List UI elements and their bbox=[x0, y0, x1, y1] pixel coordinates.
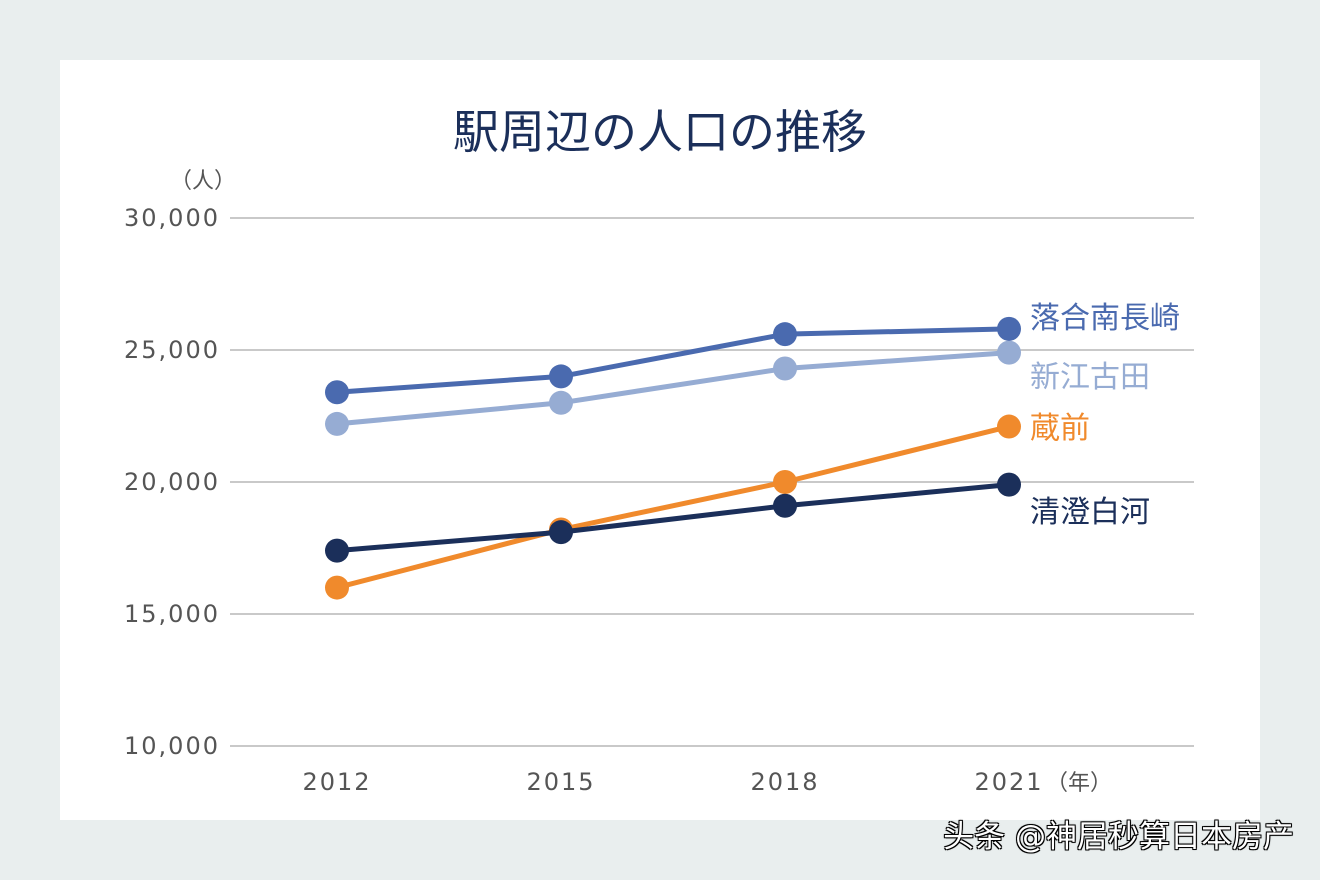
y-tick-label: 15,000 bbox=[124, 600, 220, 628]
y-tick-label: 10,000 bbox=[124, 732, 220, 760]
series-label: 落合南長崎 bbox=[1030, 301, 1180, 336]
data-point bbox=[325, 575, 349, 600]
data-point bbox=[773, 322, 797, 347]
y-tick-label: 20,000 bbox=[124, 468, 220, 496]
data-point bbox=[773, 470, 797, 494]
gridlines bbox=[230, 217, 1194, 747]
series-line bbox=[334, 326, 1012, 395]
series-1 bbox=[325, 340, 1021, 436]
data-point bbox=[325, 411, 349, 436]
watermark-text: 头条 @神居秒算日本房产 bbox=[943, 819, 1294, 855]
series-3 bbox=[325, 472, 1021, 563]
x-tick-label: 2021 bbox=[974, 768, 1043, 796]
x-axis-ticks: 2012 2015 2018 2021 bbox=[302, 768, 1043, 796]
data-point bbox=[997, 472, 1021, 497]
chart-card bbox=[60, 60, 1260, 820]
series-label: 蔵前 bbox=[1030, 411, 1090, 446]
x-tick-label: 2012 bbox=[302, 768, 371, 796]
data-point bbox=[549, 520, 573, 545]
data-point bbox=[773, 493, 797, 518]
chart-title: 駅周辺の人口の推移 bbox=[453, 105, 867, 159]
series-line bbox=[334, 424, 1012, 591]
series-0 bbox=[325, 316, 1021, 405]
x-axis-unit-label: （年） bbox=[1046, 771, 1112, 796]
y-tick-label: 25,000 bbox=[124, 336, 220, 364]
series-2 bbox=[325, 414, 1021, 600]
series-line bbox=[334, 350, 1012, 427]
data-point bbox=[997, 340, 1021, 365]
y-tick-label: 30,000 bbox=[124, 204, 220, 232]
series-line bbox=[334, 482, 1012, 554]
data-point bbox=[549, 390, 573, 415]
series-group bbox=[325, 316, 1021, 600]
y-axis-unit-label: （人） bbox=[170, 169, 236, 194]
x-tick-label: 2018 bbox=[750, 768, 819, 796]
data-point bbox=[773, 356, 797, 381]
series-label: 清澄白河 bbox=[1030, 495, 1150, 530]
data-point bbox=[997, 316, 1021, 341]
data-point bbox=[997, 414, 1021, 439]
data-point bbox=[549, 364, 573, 389]
x-tick-label: 2015 bbox=[526, 768, 595, 796]
series-label: 新江古田 bbox=[1030, 360, 1150, 395]
data-point bbox=[325, 538, 349, 563]
y-axis-ticks: 10,000 15,000 20,000 25,000 30,000 bbox=[124, 204, 220, 760]
data-point bbox=[325, 380, 349, 405]
